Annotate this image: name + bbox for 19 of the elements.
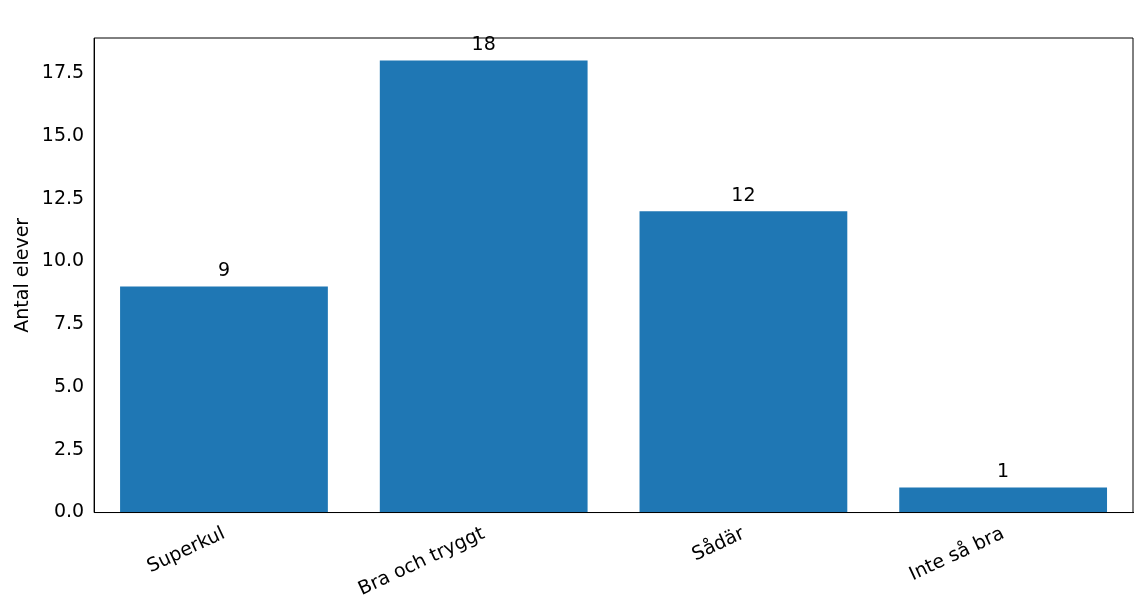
data-label: 12 <box>731 182 756 205</box>
y-tick-label: 12.5 <box>41 185 85 208</box>
x-tick-label: Sådär <box>687 520 748 565</box>
data-label: 9 <box>217 258 231 281</box>
y-tick-label: 17.5 <box>41 60 85 83</box>
bar <box>639 211 848 513</box>
bar <box>899 487 1108 513</box>
y-tick-label: 2.5 <box>53 436 85 459</box>
y-tick-label: 7.5 <box>53 311 85 334</box>
y-axis-title: Antal elever <box>10 217 33 333</box>
data-label: 1 <box>997 458 1010 481</box>
y-tick-label: 15.0 <box>41 122 85 145</box>
x-tick-label: Inte så bra <box>905 521 1007 585</box>
bar <box>120 286 328 513</box>
bar <box>379 60 588 513</box>
y-tick-label: 10.0 <box>41 248 85 271</box>
y-tick-label: 5.0 <box>53 373 85 396</box>
data-label: 18 <box>471 32 496 55</box>
y-tick-label: 0.0 <box>53 499 85 522</box>
